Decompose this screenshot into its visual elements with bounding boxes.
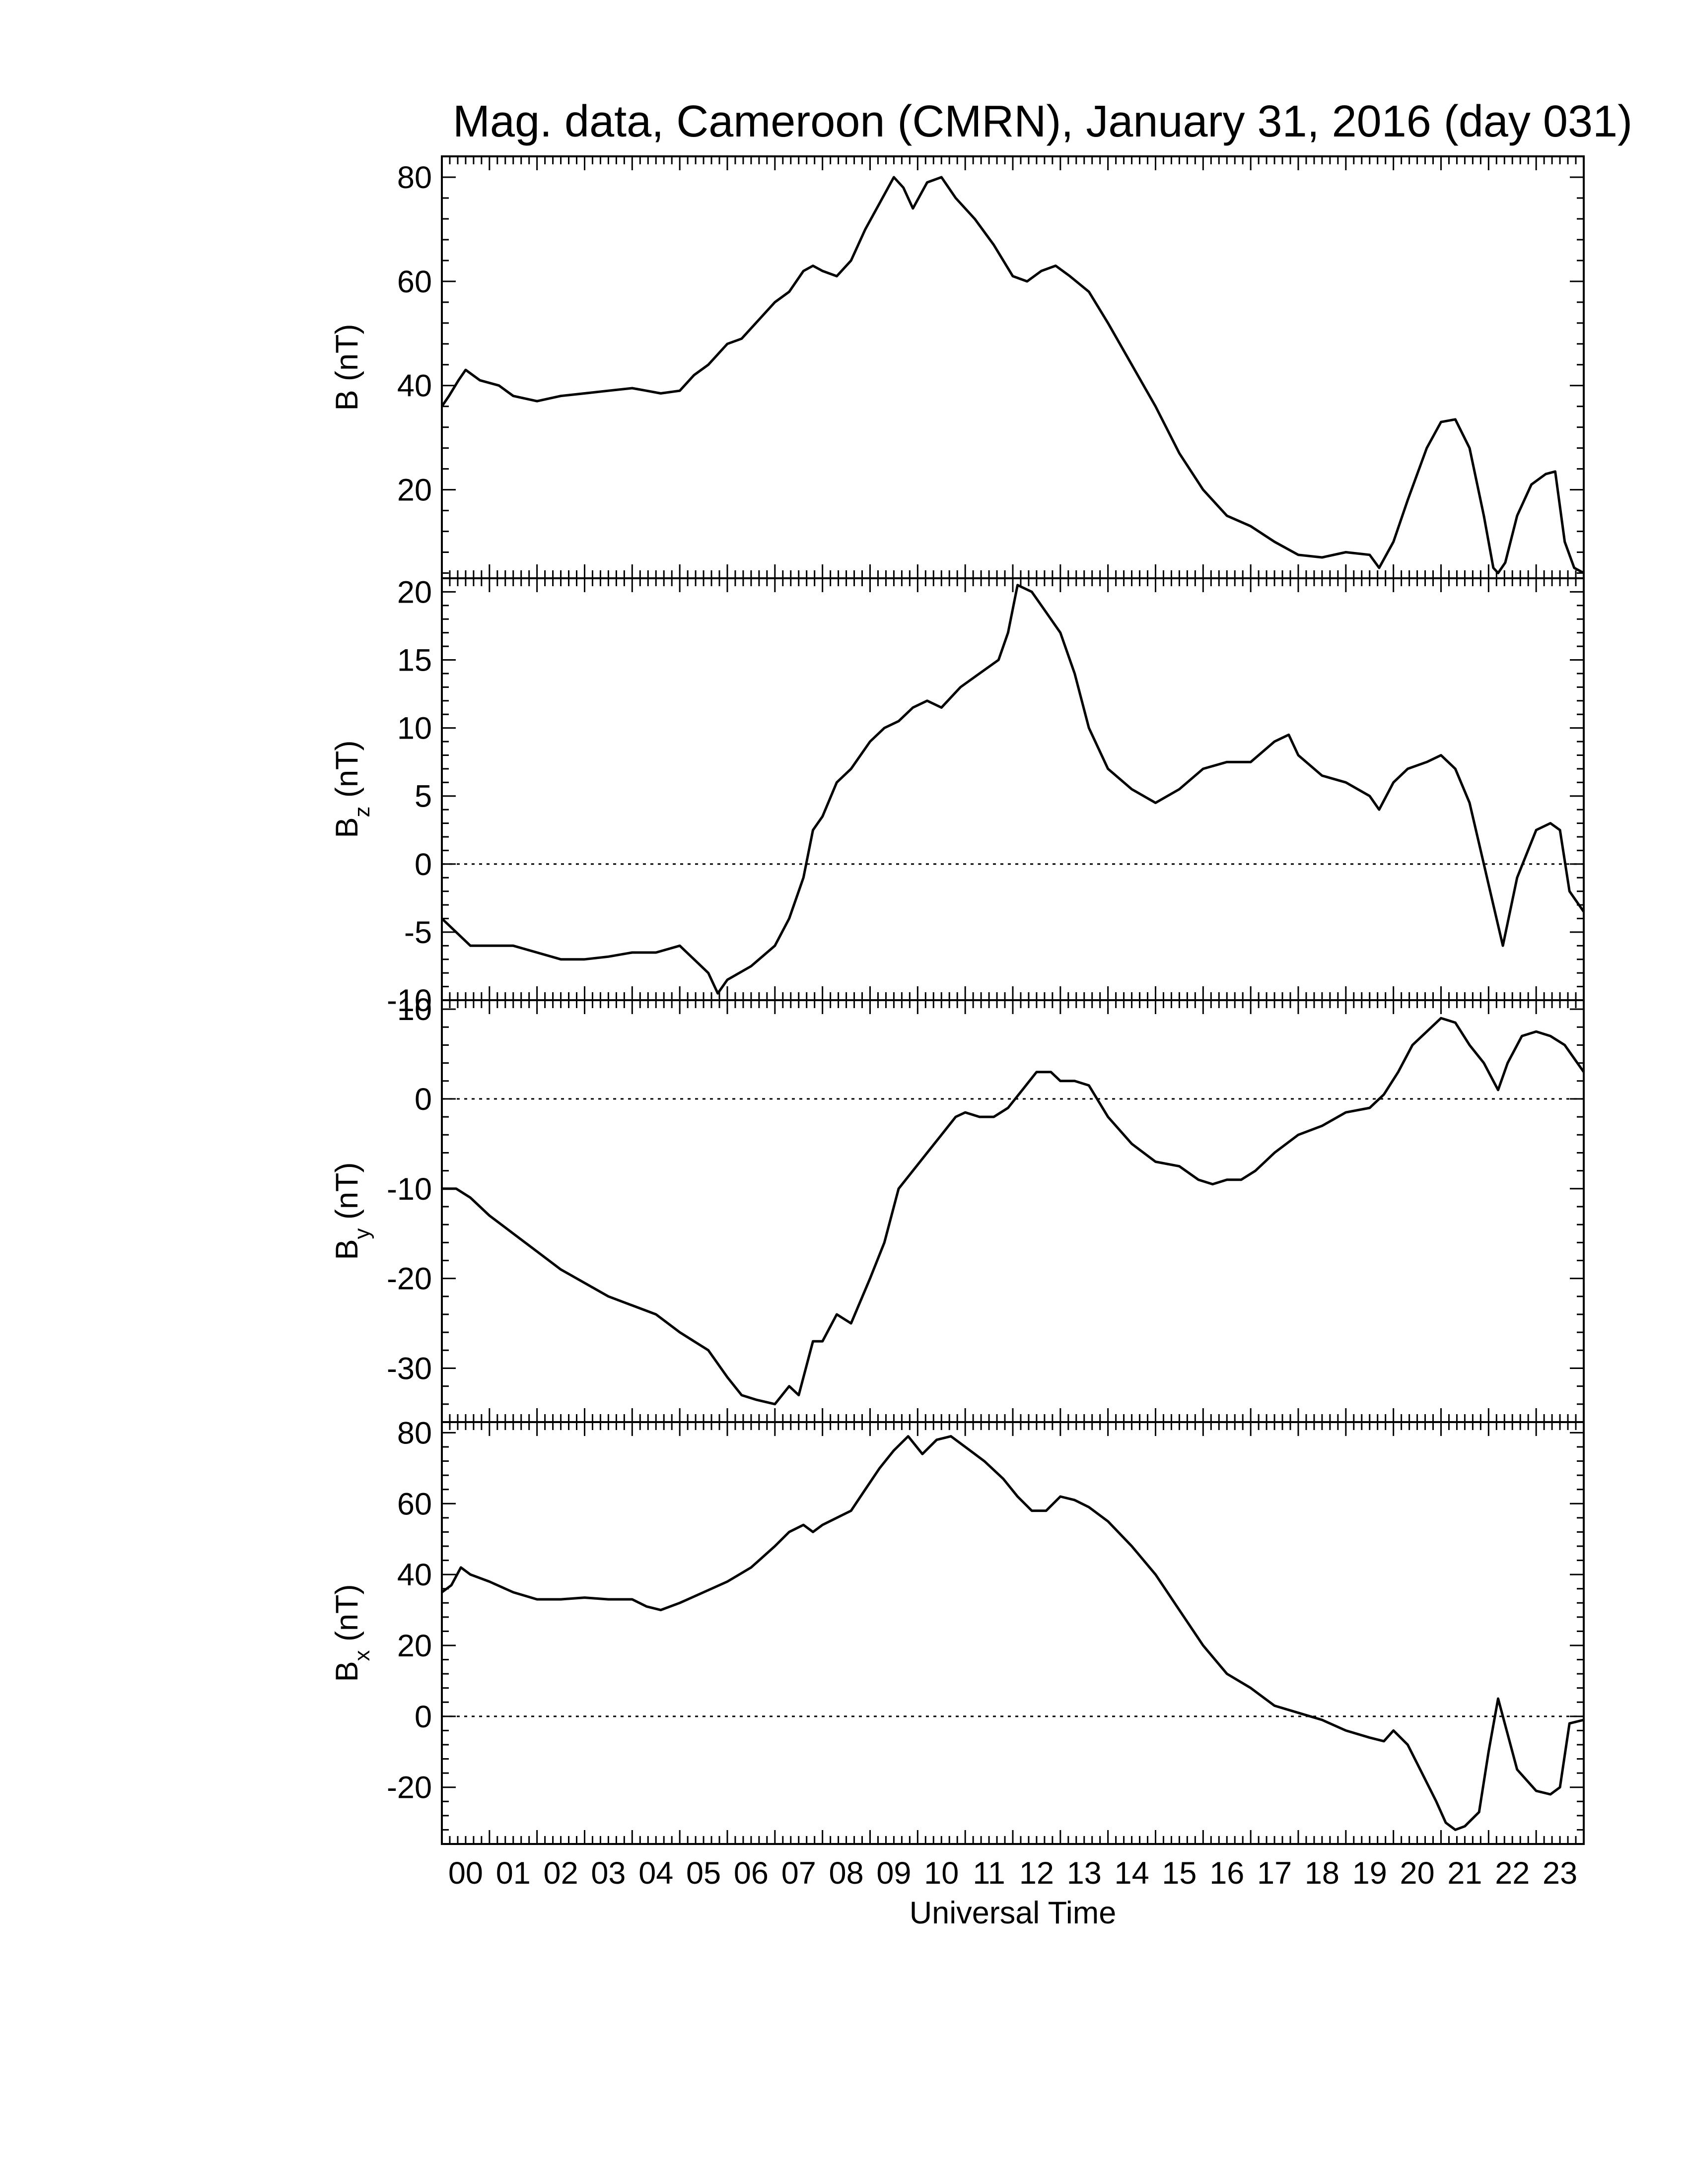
x-tick-label: 12 bbox=[1019, 1856, 1054, 1891]
y-tick-label: 20 bbox=[397, 1629, 432, 1663]
x-tick-label: 17 bbox=[1257, 1856, 1292, 1891]
y-tick-label: 80 bbox=[397, 160, 432, 195]
x-tick-label: 04 bbox=[638, 1856, 673, 1891]
y-tick-label: 40 bbox=[397, 369, 432, 404]
x-tick-label: 23 bbox=[1543, 1856, 1577, 1891]
y-axis-label: By (nT) bbox=[330, 1162, 374, 1260]
y-tick-label: -20 bbox=[387, 1262, 432, 1297]
series-line-panel-2 bbox=[441, 584, 1585, 995]
panel-2: -10 -5 0 5 10 15 20 Bz (nT) bbox=[330, 575, 1585, 1018]
x-axis: 00 01 02 03 04 05 06 07 08 09 10 11 12 13 14 15 16 17 18 19… bbox=[448, 1856, 1577, 1891]
y-tick-label: 10 bbox=[397, 992, 432, 1027]
y-tick-label: 60 bbox=[397, 265, 432, 299]
x-tick-label: 09 bbox=[876, 1856, 911, 1891]
x-tick-label: 20 bbox=[1400, 1856, 1435, 1891]
x-tick-label: 11 bbox=[973, 1856, 1005, 1891]
y-tick-label: 10 bbox=[397, 711, 432, 746]
chart-title: Mag. data, Cameroon (CMRN), January 31, … bbox=[453, 97, 1632, 146]
series-line-panel-3 bbox=[442, 1017, 1585, 1406]
y-tick-label: -10 bbox=[387, 1172, 432, 1207]
y-tick-label: -10 bbox=[387, 983, 432, 1018]
y-axis-label: Bz (nT) bbox=[330, 740, 374, 838]
x-tick-label: 15 bbox=[1162, 1856, 1196, 1891]
x-tick-label: 22 bbox=[1495, 1856, 1530, 1891]
y-tick-label: 40 bbox=[397, 1558, 432, 1592]
x-axis-label: Universal Time bbox=[910, 1896, 1117, 1930]
x-tick-label: 01 bbox=[496, 1856, 531, 1891]
series-line-panel-1 bbox=[440, 176, 1585, 574]
panel-4: -20 0 20 40 60 80 Bx (nT) bbox=[330, 1416, 1585, 1845]
x-tick-label: 06 bbox=[734, 1856, 769, 1891]
y-tick-label: 20 bbox=[397, 575, 432, 610]
x-tick-label: 07 bbox=[781, 1856, 816, 1891]
y-tick-label: 0 bbox=[415, 1082, 432, 1117]
panel-3: -30 -20 -10 0 10 By (nT) bbox=[330, 992, 1585, 1423]
y-axis-label: B (nT) bbox=[330, 324, 364, 410]
panel-frame bbox=[441, 155, 1585, 579]
panel-frame bbox=[441, 1421, 1585, 1845]
panel-frame bbox=[441, 999, 1585, 1423]
series-line-panel-4 bbox=[441, 1435, 1584, 1831]
y-tick-label: -20 bbox=[387, 1771, 432, 1805]
y-tick-label: 60 bbox=[397, 1487, 432, 1521]
y-tick-label: -5 bbox=[404, 915, 432, 950]
y-tick-label: 0 bbox=[415, 1700, 432, 1734]
y-tick-label: 15 bbox=[397, 643, 432, 678]
x-tick-label: 10 bbox=[924, 1856, 959, 1891]
x-tick-label: 00 bbox=[448, 1856, 483, 1891]
y-tick-label: -30 bbox=[387, 1351, 432, 1386]
x-tick-label: 19 bbox=[1352, 1856, 1387, 1891]
y-tick-label: 20 bbox=[397, 473, 432, 508]
x-tick-label: 14 bbox=[1115, 1856, 1149, 1891]
y-tick-label: 0 bbox=[415, 847, 432, 882]
y-tick-label: 80 bbox=[397, 1416, 432, 1450]
x-tick-label: 03 bbox=[591, 1856, 626, 1891]
x-tick-label: 05 bbox=[686, 1856, 721, 1891]
x-tick-label: 16 bbox=[1209, 1856, 1244, 1891]
y-tick-label: 5 bbox=[415, 779, 432, 814]
x-tick-label: 08 bbox=[829, 1856, 864, 1891]
x-tick-label: 18 bbox=[1305, 1856, 1339, 1891]
x-tick-label: 21 bbox=[1447, 1856, 1482, 1891]
panel-1: 20 40 60 80 B (nT) bbox=[330, 155, 1585, 579]
x-tick-label: 02 bbox=[544, 1856, 578, 1891]
panels-group: 20 40 60 80 B (nT) -10 -5 0 5 10 15 20 Bz (nT) -30 -20… bbox=[330, 155, 1585, 1845]
panel-frame bbox=[441, 577, 1585, 1001]
y-axis-label: Bx (nT) bbox=[330, 1584, 374, 1682]
x-tick-label: 13 bbox=[1067, 1856, 1102, 1891]
